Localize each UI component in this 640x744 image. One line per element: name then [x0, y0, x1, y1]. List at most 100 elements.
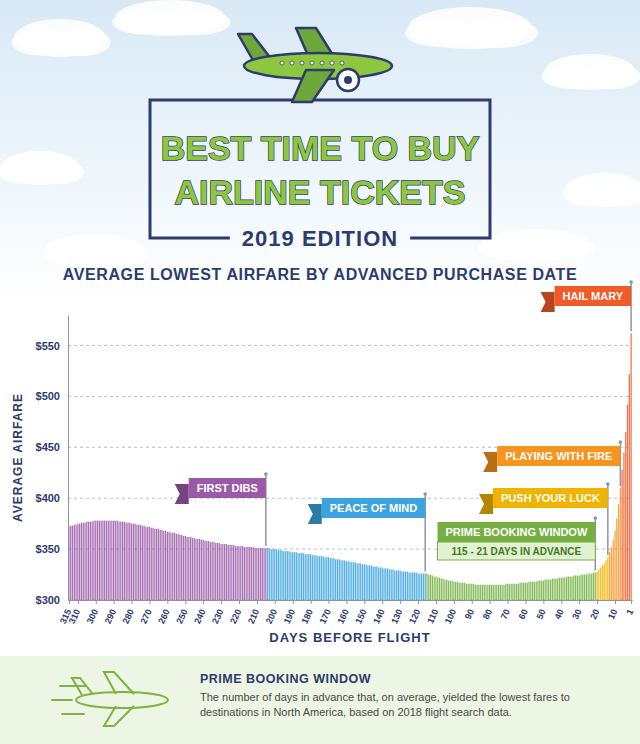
bar [480, 585, 481, 600]
bar [468, 584, 469, 600]
bar [614, 531, 615, 600]
edition: 2019 EDITION [242, 226, 398, 251]
bar [484, 585, 485, 600]
bar [88, 522, 89, 600]
flag-label: HAIL MARY [563, 290, 624, 302]
bar [276, 549, 277, 600]
flags: FIRST DIBSPEACE OF MINDPRIME BOOKING WIN… [175, 280, 633, 571]
x-tick-label: 80 [481, 608, 494, 621]
bar [460, 583, 461, 600]
bar [399, 570, 400, 600]
bar [376, 566, 377, 600]
x-tick-label: 300 [85, 608, 100, 626]
bar [448, 581, 449, 600]
bar [208, 541, 209, 600]
bar [444, 580, 445, 600]
bar [514, 584, 515, 600]
bar [512, 584, 513, 600]
x-tick-mark [454, 600, 455, 604]
bar [210, 542, 211, 600]
bar [186, 537, 187, 600]
bar [72, 526, 73, 600]
flag-pole-top [629, 280, 633, 284]
bar [410, 573, 411, 600]
x-tick-mark [96, 600, 97, 604]
bar [246, 547, 247, 600]
bar [120, 522, 121, 600]
x-tick-label: 110 [425, 608, 440, 625]
x-tick-label: 250 [174, 608, 189, 626]
bar [138, 525, 139, 600]
bar [489, 585, 490, 600]
y-tick: $350 [36, 543, 68, 555]
bar [143, 526, 144, 600]
x-tick: 190 [282, 600, 297, 625]
x-tick-mark [615, 600, 616, 604]
cloud [12, 19, 111, 57]
bar [126, 523, 127, 600]
footer-text: The number of days in advance that, on a… [200, 691, 570, 718]
y-tick-label: $350 [36, 543, 60, 555]
bar [169, 532, 170, 600]
x-tick-mark [203, 600, 204, 604]
bar [602, 565, 603, 600]
x-tick-label: 30 [570, 608, 583, 621]
bar [330, 558, 331, 600]
bar [299, 553, 300, 600]
bar [337, 559, 338, 600]
x-tick-mark [346, 600, 347, 604]
bar [374, 566, 375, 600]
y-tick: $400 [36, 492, 68, 504]
bar [527, 583, 528, 600]
bar [111, 521, 112, 600]
bar [630, 333, 631, 600]
flag-tail [479, 494, 493, 514]
bar [353, 562, 354, 600]
bar [591, 574, 592, 600]
bar [371, 565, 372, 600]
y-axis: $300$350$400$450$500$550 [36, 316, 69, 607]
bar [129, 523, 130, 600]
bar [425, 574, 426, 600]
bar [263, 548, 264, 600]
plane-engine [337, 69, 359, 91]
x-tick: 170 [318, 600, 333, 625]
bar [303, 553, 304, 600]
bar [385, 568, 386, 600]
bar [532, 582, 533, 600]
y-tick-label: $550 [36, 340, 60, 352]
cloud-puff [524, 237, 596, 261]
bar [505, 584, 506, 600]
bar [235, 546, 236, 600]
bar [127, 523, 128, 600]
flag-body [493, 488, 608, 508]
footer-text-line: The number of days in advance that, on a… [200, 691, 570, 703]
bar [459, 583, 460, 600]
bar [383, 568, 384, 600]
bar [79, 524, 80, 600]
x-tick: 20 [588, 600, 601, 621]
x-tick: 120 [407, 600, 422, 625]
bar [355, 562, 356, 600]
bar [86, 522, 87, 600]
bar [530, 582, 531, 600]
bar [414, 573, 415, 600]
bar [231, 545, 232, 600]
x-tick: 240 [192, 600, 207, 625]
bar [579, 576, 580, 600]
x-tick-label: 50 [534, 608, 547, 621]
flag: FIRST DIBS [175, 472, 268, 546]
bar [534, 582, 535, 600]
bar [571, 577, 572, 600]
x-tick: 80 [481, 600, 494, 621]
bar [398, 570, 399, 600]
bar [586, 575, 587, 600]
bar [625, 432, 626, 600]
bar [493, 585, 494, 600]
cloud-puff [458, 18, 539, 48]
bar [340, 560, 341, 600]
bar [102, 521, 103, 600]
plane-window [310, 61, 314, 65]
bar [181, 535, 182, 600]
bar [503, 585, 504, 600]
